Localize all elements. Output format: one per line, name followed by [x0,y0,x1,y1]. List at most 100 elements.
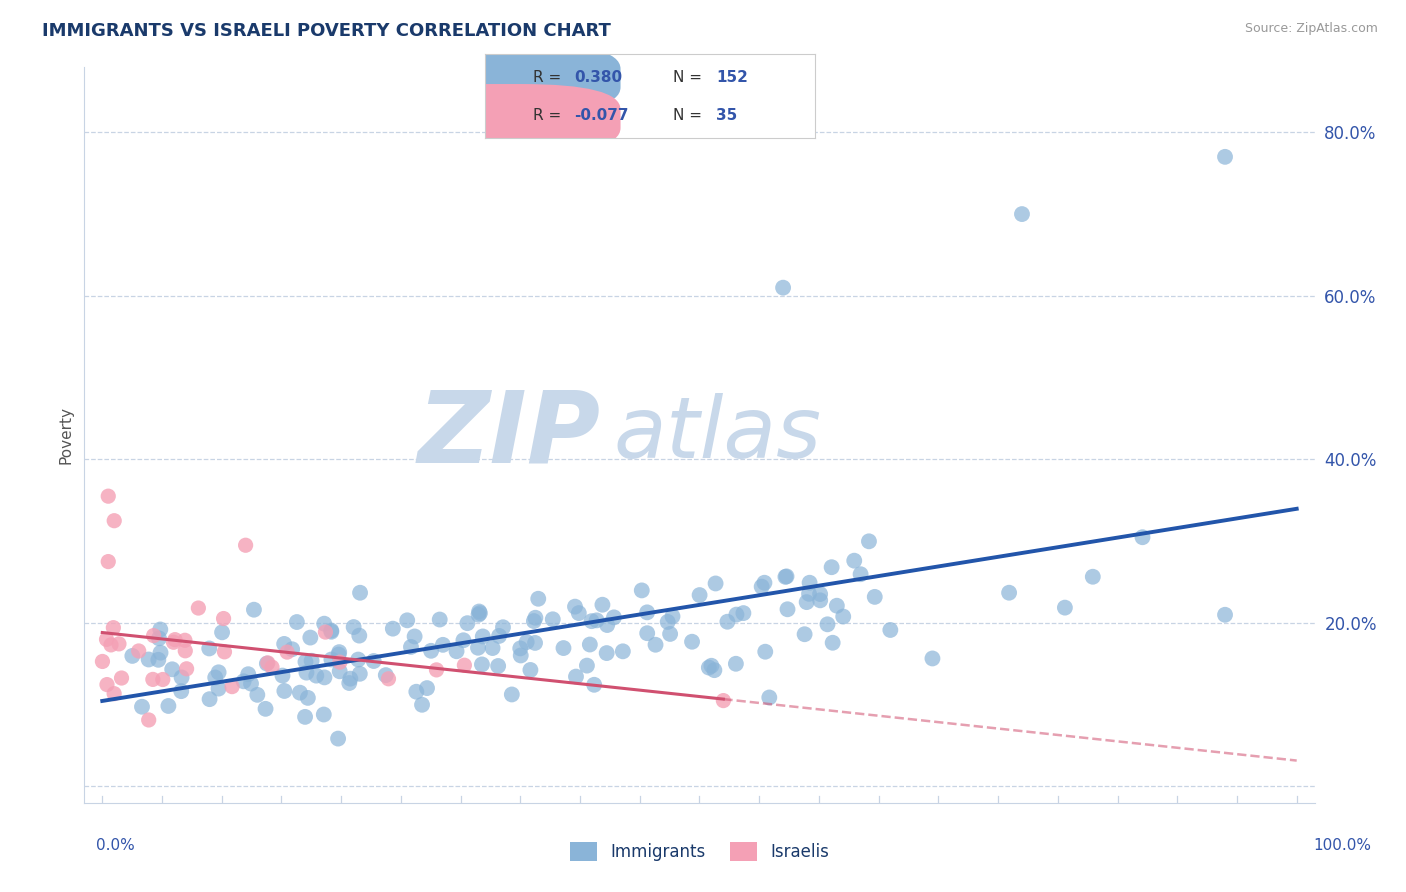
Point [630,583,652,598]
Point [501,688,523,702]
Point [157,698,180,713]
Point [238,667,260,681]
Point [808,587,831,601]
Point [312,707,335,722]
Point [659,627,682,641]
Point [467,640,489,655]
Text: 152: 152 [716,70,748,85]
Point [305,668,328,682]
Point [321,624,343,639]
Point [328,645,350,659]
Point [821,636,844,650]
Point [97,489,120,503]
Point [825,599,848,613]
Point [221,680,243,694]
Point [754,575,776,590]
Point [288,686,311,700]
Point [429,613,451,627]
Point [297,690,319,705]
Text: ZIP: ZIP [418,386,602,483]
Point [453,633,475,648]
Point [326,731,349,746]
Point [808,593,831,607]
Point [509,641,531,656]
Point [591,598,613,612]
Point [568,606,591,620]
Point [148,632,170,646]
Point [329,665,352,679]
Point [775,570,797,584]
Point [91,655,114,669]
Point [1213,150,1236,164]
Point [260,660,283,674]
Point [468,605,491,619]
Point [711,693,734,707]
Text: 100.0%: 100.0% [1313,838,1371,854]
Point [110,671,132,685]
Point [492,620,515,634]
Point [235,538,257,552]
Legend: Immigrants, Israelis: Immigrants, Israelis [564,836,835,868]
Point [432,638,454,652]
Point [775,569,797,583]
Point [149,646,172,660]
Point [404,630,426,644]
Text: 0.380: 0.380 [574,70,623,85]
Point [377,672,399,686]
Point [149,623,172,637]
Point [596,618,619,632]
Point [339,672,361,686]
Point [211,625,233,640]
Point [321,624,343,638]
Y-axis label: Poverty: Poverty [58,406,73,464]
Point [575,658,598,673]
Point [131,699,153,714]
Point [314,670,336,684]
Point [817,617,839,632]
Point [142,629,165,643]
Text: R =: R = [533,70,561,85]
Point [174,644,197,658]
Point [661,609,683,624]
Point [170,670,193,684]
Point [541,612,564,626]
Point [820,560,842,574]
Point [142,673,165,687]
Point [456,616,478,631]
Point [636,626,658,640]
Point [751,580,773,594]
Point [314,625,336,640]
Point [796,595,818,609]
Point [832,609,855,624]
Point [321,652,343,666]
Point [374,668,396,682]
Point [128,644,150,658]
Point [754,645,776,659]
Point [1081,570,1104,584]
Point [921,651,943,665]
Point [1053,600,1076,615]
Point [704,576,727,591]
Text: atlas: atlas [613,393,821,476]
Point [314,616,336,631]
Point [879,623,901,637]
Point [232,674,254,689]
Point [509,648,531,663]
Point [254,702,277,716]
Point [271,668,294,682]
Point [207,681,229,696]
Point [162,635,184,649]
Point [446,644,468,658]
Point [488,629,510,643]
Point [198,692,221,706]
Point [697,660,720,674]
Point [294,655,316,669]
Point [295,665,318,680]
Text: IMMIGRANTS VS ISRAELI POVERTY CORRELATION CHART: IMMIGRANTS VS ISRAELI POVERTY CORRELATIO… [42,22,612,40]
Point [797,587,820,601]
Point [758,690,780,705]
Point [844,554,866,568]
Point [523,614,546,628]
Point [363,654,385,668]
Point [349,629,371,643]
